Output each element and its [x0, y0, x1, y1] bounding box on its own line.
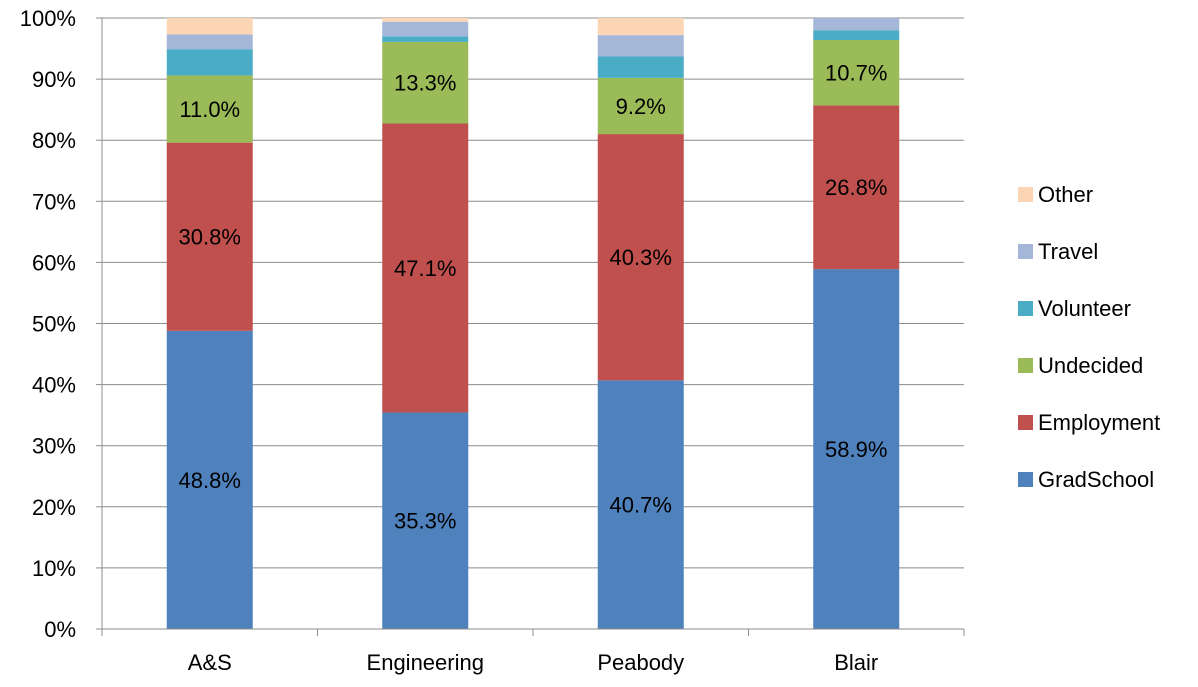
legend-swatch-travel: [1018, 244, 1033, 259]
y-tick-label: 90%: [32, 67, 76, 92]
data-label: 40.3%: [610, 245, 672, 270]
data-label: 26.8%: [825, 175, 887, 200]
legend-label: Travel: [1038, 239, 1098, 264]
data-label: 9.2%: [616, 94, 666, 119]
bar-segment-volunteer: [597, 56, 684, 78]
y-tick-label: 80%: [32, 128, 76, 153]
bar-segment-undecided: [813, 39, 900, 106]
y-tick-label: 20%: [32, 495, 76, 520]
data-label: 48.8%: [179, 468, 241, 493]
legend-swatch-employment: [1018, 415, 1033, 430]
data-label: 11.0%: [179, 97, 240, 122]
bar-segment-gradschool: [382, 412, 469, 629]
legend-swatch-gradschool: [1018, 472, 1033, 487]
bar-segment-travel: [813, 18, 900, 31]
y-tick-label: 70%: [32, 189, 76, 214]
bars: 48.8% 30.8% 11.0% 35.3% 47.1% 13.3% 40.7% 40.3%…: [166, 18, 900, 629]
bar-segment-undecided: [382, 41, 469, 124]
y-tick-label: 40%: [32, 373, 76, 398]
bar-segment-employment: [382, 123, 469, 413]
data-label: 10.7%: [825, 61, 887, 86]
bar-segment-other: [166, 18, 253, 35]
bar-segment-gradschool: [597, 380, 684, 629]
x-tick-label: Peabody: [597, 650, 684, 675]
legend: Other Travel Volunteer Undecided Employment G…: [1018, 182, 1160, 492]
data-label: 13.3%: [394, 71, 456, 96]
bar-segment-travel: [382, 21, 469, 37]
data-label: 40.7%: [610, 493, 672, 518]
bar-segment-volunteer: [382, 36, 469, 42]
x-tick-label: A&S: [188, 650, 232, 675]
y-tick-label: 30%: [32, 434, 76, 459]
legend-label: Undecided: [1038, 353, 1143, 378]
y-tick-label: 0%: [44, 617, 76, 642]
bar-segment-gradschool: [166, 330, 253, 629]
bar-segment-volunteer: [166, 49, 253, 76]
data-label: 30.8%: [179, 225, 241, 250]
x-tick-label: Engineering: [367, 650, 484, 675]
bar-segment-travel: [597, 35, 684, 57]
x-tick-label: Blair: [834, 650, 878, 675]
legend-label: Other: [1038, 182, 1093, 207]
bar-segment-employment: [813, 105, 900, 270]
y-tick-label: 50%: [32, 312, 76, 337]
data-label: 35.3%: [394, 509, 456, 534]
bar-segment-other: [382, 18, 469, 22]
y-tick-label: 60%: [32, 250, 76, 275]
data-label: 47.1%: [394, 256, 456, 281]
bar-segment-employment: [597, 134, 684, 381]
bar-segment-other: [597, 18, 684, 36]
axes: 0% 10% 20% 30% 40% 50% 60% 70% 80% 90% 100% A&S Engi…: [20, 6, 965, 675]
bar-segment-employment: [166, 142, 253, 331]
bar-segment-volunteer: [813, 30, 900, 40]
bar-segment-undecided: [166, 75, 253, 143]
legend-swatch-undecided: [1018, 358, 1033, 373]
legend-swatch-other: [1018, 187, 1033, 202]
bar-segment-gradschool: [813, 269, 900, 629]
bar-segment-travel: [166, 34, 253, 50]
legend-label: GradSchool: [1038, 467, 1154, 492]
legend-label: Volunteer: [1038, 296, 1131, 321]
legend-swatch-volunteer: [1018, 301, 1033, 316]
y-tick-label: 100%: [20, 6, 76, 31]
y-tick-label: 10%: [32, 556, 76, 581]
bar-segment-undecided: [597, 77, 684, 135]
data-label: 58.9%: [825, 437, 887, 462]
legend-label: Employment: [1038, 410, 1160, 435]
